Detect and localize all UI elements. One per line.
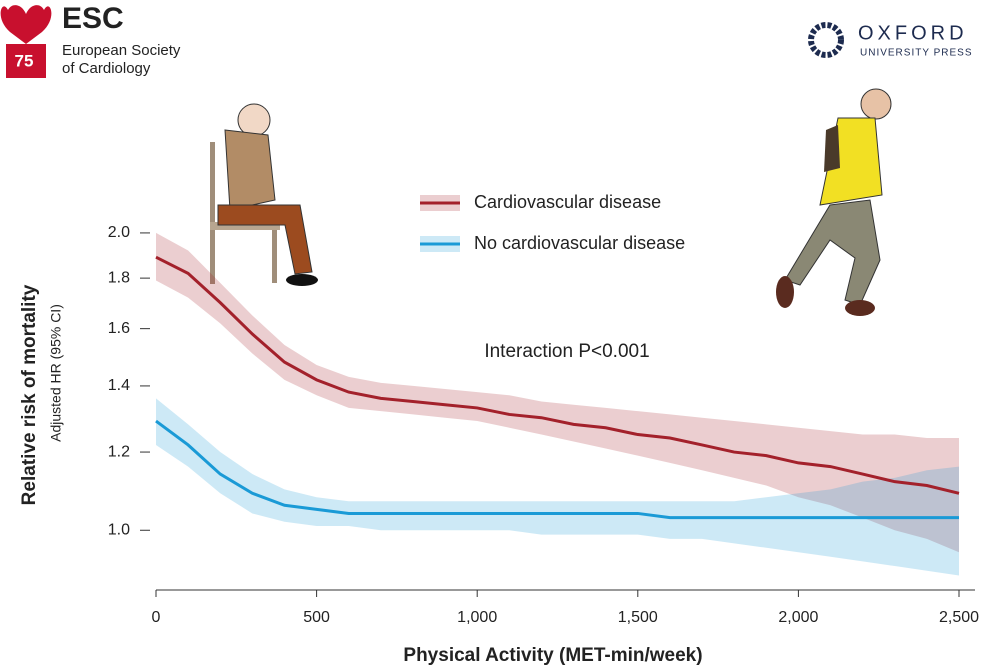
x-axis-title: Physical Activity (MET-min/week) [403, 645, 702, 666]
x-tick-label: 0 [152, 609, 161, 626]
oup-logo: OXFORD UNIVERSITY PRESS [808, 22, 973, 59]
legend-label: Cardiovascular disease [474, 192, 661, 212]
legend-label: No cardiovascular disease [474, 233, 685, 253]
x-tick-label: 1,000 [457, 609, 497, 626]
logo-badge [6, 44, 46, 78]
annotation: Interaction P<0.001 [484, 341, 649, 362]
y-tick-label: 1.8 [108, 269, 130, 286]
esc-logo-text: ESC [62, 2, 124, 35]
series-line [155, 255, 960, 495]
x-tick-label: 1,500 [618, 609, 658, 626]
x-tick-label: 2,000 [778, 609, 818, 626]
y-tick-label: 1.6 [108, 320, 130, 337]
esc-line: European Society [62, 42, 181, 59]
y-tick-label: 1.0 [108, 521, 130, 538]
oup-text: OXFORD [858, 22, 968, 44]
confidence-band [156, 398, 959, 576]
y-axis-subtitle: Adjusted HR (95% CI) [48, 304, 64, 442]
logo-badge-text: 75 [15, 51, 34, 70]
jogger-illustration [776, 88, 892, 316]
sitting-man-illustration [210, 103, 318, 286]
esc-logo: 75 ESC European Society of Cardiology [0, 2, 181, 78]
logo-heart [0, 5, 52, 45]
x-tick-label: 2,500 [939, 609, 979, 626]
confidence-band [156, 232, 959, 553]
x-tick-label: 500 [303, 609, 330, 626]
oup-emblem [808, 22, 844, 58]
y-tick-label: 1.4 [108, 377, 130, 394]
esc-line: of Cardiology [62, 60, 151, 77]
series-line [155, 419, 959, 520]
y-tick-label: 2.0 [108, 224, 130, 241]
y-tick-label: 1.2 [108, 443, 130, 460]
oup-text: UNIVERSITY PRESS [860, 48, 973, 59]
y-axis-title: Relative risk of mortality [19, 284, 40, 505]
